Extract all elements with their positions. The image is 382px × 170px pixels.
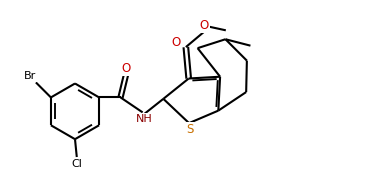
Text: Br: Br (24, 71, 36, 81)
Text: O: O (171, 36, 180, 49)
Text: NH: NH (136, 114, 153, 124)
Text: Cl: Cl (71, 159, 82, 169)
Text: O: O (121, 62, 131, 75)
Text: O: O (200, 19, 209, 32)
Text: S: S (186, 123, 193, 136)
